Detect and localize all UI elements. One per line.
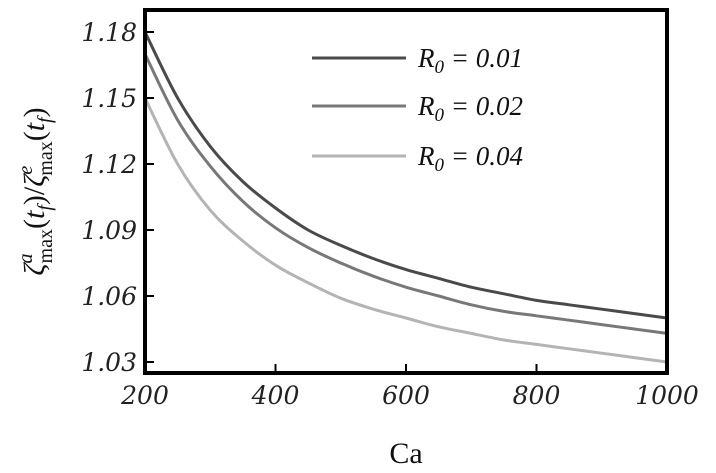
x-tick-label: 600 (382, 381, 430, 410)
y-axis-label-text: ζamax(tf)/ζemax(tf) (15, 107, 57, 275)
series-line-2 (145, 53, 667, 335)
x-tick-label: 800 (513, 381, 561, 410)
y-tick-label: 1.18 (81, 18, 137, 47)
axis-ticks: 200 400 600 800 1000 1.03 1.06 1.09 1.12 1.15 1.18 (81, 18, 699, 410)
x-tick-label: 200 (120, 381, 169, 410)
legend: R0 = 0.01 R0 = 0.02 R0 = 0.04 (312, 43, 523, 176)
legend-label-3: R0 = 0.04 (417, 141, 523, 176)
y-tick-label: 1.09 (81, 216, 137, 245)
x-tick-label: 400 (251, 381, 300, 410)
series-line-1 (145, 31, 667, 320)
series-lines (145, 31, 667, 364)
x-axis-label: Ca (389, 437, 422, 470)
series-line-3 (145, 97, 667, 364)
y-tick-label: 1.03 (81, 348, 137, 377)
y-tick-label: 1.06 (81, 282, 137, 311)
legend-label-1: R0 = 0.01 (417, 43, 523, 78)
y-axis-label: ζamax(tf)/ζemax(tf) (15, 107, 57, 275)
legend-label-2: R0 = 0.02 (417, 91, 523, 126)
x-tick-label: 1000 (635, 381, 699, 410)
y-tick-label: 1.15 (81, 84, 137, 113)
y-tick-label: 1.12 (81, 150, 137, 179)
